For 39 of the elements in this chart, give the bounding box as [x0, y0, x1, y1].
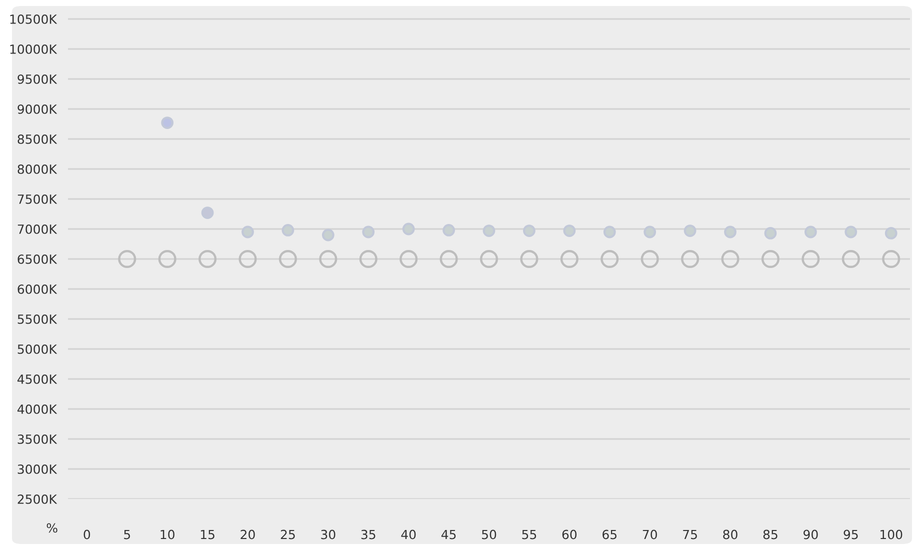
x-tick-label: 75	[683, 530, 697, 540]
x-tick-label: 45	[441, 530, 456, 540]
y-tick-label: 7000K	[18, 224, 58, 234]
x-tick-label: 40	[401, 530, 416, 540]
y-tick-label: 4500K	[17, 374, 58, 384]
y-tick-label: 8000K	[18, 164, 58, 174]
y-tick-label: 6500K	[18, 254, 58, 264]
y-tick-label: 6000K	[18, 284, 58, 294]
y-tick-label: 10500K	[10, 14, 58, 24]
y-tick-label: 9000K	[18, 104, 58, 114]
y-tick-label: 4000K	[17, 404, 58, 414]
x-tick-label: 5	[124, 530, 130, 540]
x-tick-label: 25	[280, 530, 295, 540]
x-tick-label: 50	[482, 530, 496, 540]
y-tick-label: 8500K	[18, 134, 58, 144]
x-tick-label: 30	[321, 530, 336, 540]
x-tick-label: 85	[763, 530, 778, 540]
y-tick-label: 2500K	[18, 494, 58, 504]
x-tick-label: 95	[844, 530, 858, 540]
x-tick-label: 70	[642, 530, 657, 540]
x-tick-label: 65	[602, 530, 616, 540]
x-tick-label: 35	[361, 530, 376, 540]
x-tick-label: 15	[200, 530, 214, 540]
x-tick-label: 20	[240, 530, 255, 540]
x-axis-title: %	[46, 523, 58, 533]
y-tick-label: 5000K	[18, 344, 58, 354]
y-tick-label: 5500K	[18, 314, 58, 324]
y-tick-label: 3500K	[18, 434, 58, 444]
y-tick-label: 9500K	[18, 74, 58, 84]
y-tick-label: 10000K	[10, 44, 58, 54]
x-tick-label: 90	[804, 530, 818, 540]
x-tick-label: 55	[522, 530, 536, 540]
x-tick-label: 100	[880, 530, 902, 540]
x-tick-label: 60	[562, 530, 577, 540]
x-tick-label: 10	[160, 530, 174, 540]
x-tick-label: 0	[84, 530, 90, 540]
x-tick-label: 80	[723, 530, 738, 540]
y-tick-label: 7500K	[18, 194, 58, 204]
y-tick-label: 3000K	[18, 464, 58, 474]
